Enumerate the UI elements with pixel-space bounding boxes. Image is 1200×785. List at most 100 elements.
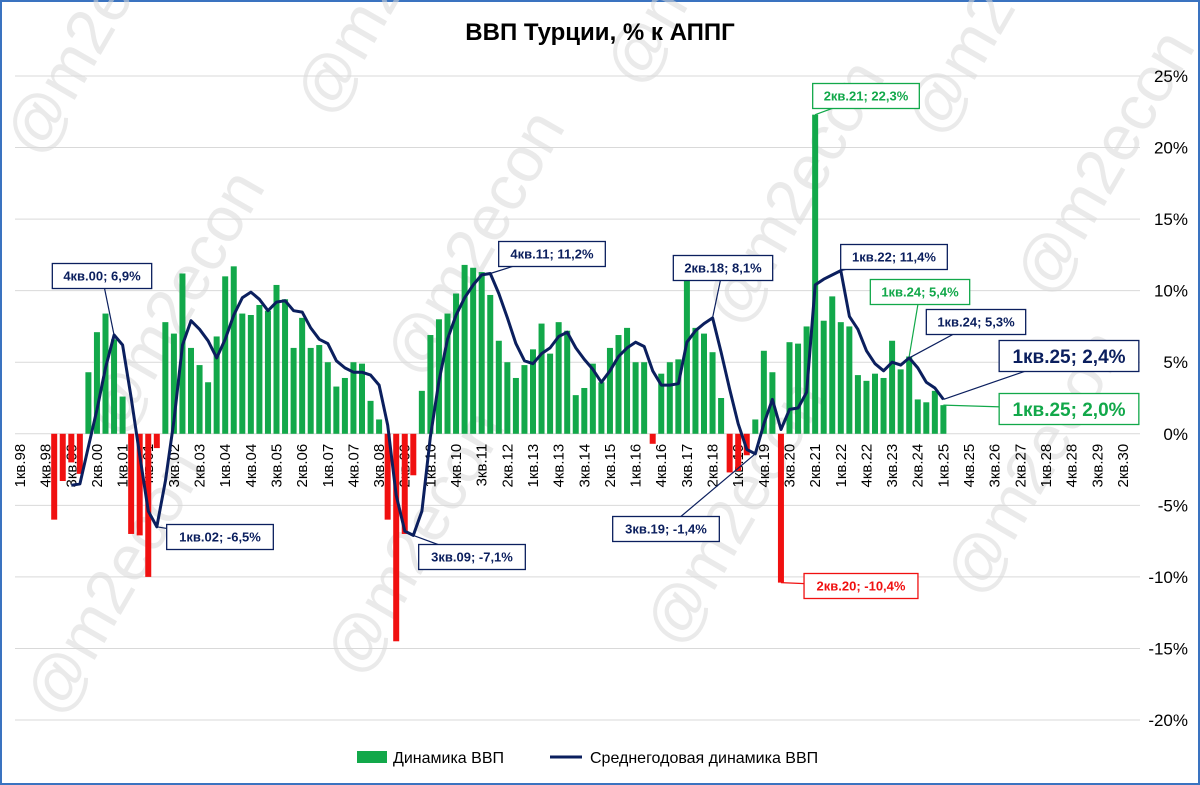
bar xyxy=(93,332,100,434)
bar xyxy=(111,339,118,434)
x-tick-label: 2кв.15 xyxy=(602,444,619,488)
annotation-box xyxy=(612,515,720,543)
bar xyxy=(889,340,896,434)
y-tick-label: 0% xyxy=(1163,425,1188,444)
line xyxy=(71,269,945,537)
annotation-label: 2кв.18; 8,1% xyxy=(684,261,762,276)
bar xyxy=(85,372,92,434)
bar xyxy=(299,317,306,434)
bar xyxy=(393,433,400,642)
bar xyxy=(444,313,451,434)
bar xyxy=(282,299,289,434)
bar xyxy=(666,362,673,434)
bar xyxy=(162,322,169,434)
bar xyxy=(863,380,870,434)
bar xyxy=(196,365,203,434)
y-tick-label: 20% xyxy=(1154,139,1188,158)
x-tick-label: 2кв.00 xyxy=(89,444,106,488)
x-tick-label: 1кв.22 xyxy=(833,444,850,488)
bar xyxy=(153,433,160,449)
bar xyxy=(128,433,135,534)
legend-swatch xyxy=(357,751,387,763)
x-tick-label: 2кв.18 xyxy=(705,444,722,488)
bar xyxy=(316,345,323,434)
bar xyxy=(495,340,502,434)
bar xyxy=(777,433,784,583)
bar xyxy=(478,272,485,434)
bar xyxy=(188,347,194,434)
bar xyxy=(205,382,212,434)
bar xyxy=(401,433,408,534)
annotation-label: 1кв.24; 5,3% xyxy=(937,315,1015,330)
legend-label: Динамика ВВП xyxy=(393,750,504,767)
y-tick-label: -15% xyxy=(1148,639,1188,658)
bar xyxy=(649,433,656,444)
x-tick-label: 1кв.25 xyxy=(935,444,952,488)
y-tick-label: 15% xyxy=(1154,210,1188,229)
bar xyxy=(230,266,237,434)
x-tick-label: 3кв.23 xyxy=(884,444,901,488)
bar xyxy=(410,433,417,476)
annotation-box xyxy=(840,243,948,271)
annotation-label: 1кв.22; 11,4% xyxy=(852,250,936,265)
x-tick-label: 4кв.22 xyxy=(858,444,875,488)
bar xyxy=(359,363,365,434)
bar xyxy=(709,352,716,434)
bar xyxy=(470,267,477,434)
bar xyxy=(880,377,887,434)
bar xyxy=(581,387,588,434)
bar xyxy=(837,322,844,434)
bar xyxy=(307,347,314,434)
bar xyxy=(564,330,571,434)
bar xyxy=(264,310,271,434)
annotation-label: 4кв.11; 11,2% xyxy=(510,247,594,262)
bar xyxy=(76,433,83,474)
bar xyxy=(367,400,374,434)
x-tick-label: 3кв.14 xyxy=(576,444,593,488)
bar xyxy=(136,433,143,536)
x-tick-label: 1кв.16 xyxy=(628,444,645,488)
bar xyxy=(59,433,66,482)
y-tick-label: 25% xyxy=(1154,67,1188,86)
y-tick-label: -10% xyxy=(1148,568,1188,587)
x-tick-label: 3кв.08 xyxy=(371,444,388,488)
chart-title: ВВП Турции, % к АППГ xyxy=(465,19,735,46)
bar xyxy=(812,114,819,434)
x-tick-label: 2кв.03 xyxy=(192,444,209,488)
bar xyxy=(222,276,229,434)
bar xyxy=(572,395,579,434)
bar xyxy=(820,320,827,434)
bar xyxy=(239,313,246,434)
annotation-box xyxy=(166,523,274,551)
bar xyxy=(213,336,220,434)
bar xyxy=(632,362,639,434)
x-tick-label: 4кв.04 xyxy=(243,444,260,488)
bar xyxy=(487,294,494,434)
bar xyxy=(701,333,707,434)
annotation-box xyxy=(498,240,606,268)
x-tick-label: 2кв.06 xyxy=(294,444,311,488)
x-tick-label: 4кв.13 xyxy=(551,444,568,488)
bar xyxy=(427,335,434,434)
x-tick-label: 1кв.28 xyxy=(1038,444,1055,488)
bar xyxy=(906,356,913,434)
x-tick-label: 4кв.07 xyxy=(345,444,362,488)
x-tick-label: 4кв.19 xyxy=(756,444,773,488)
x-tick-label: 3кв.20 xyxy=(782,444,799,488)
y-tick-label: -5% xyxy=(1158,496,1188,515)
x-tick-label: 3кв.17 xyxy=(679,444,696,488)
bar xyxy=(923,402,930,434)
x-tick-label: 4кв.10 xyxy=(448,444,465,488)
annotation-label: 3кв.19; -1,4% xyxy=(625,522,707,537)
annotation-label: 2кв.20; -10,4% xyxy=(817,579,906,594)
x-tick-label: 4кв.16 xyxy=(653,444,670,488)
bar xyxy=(641,362,648,434)
legend-label: Среднегодовая динамика ВВП xyxy=(590,750,818,767)
annotation-label: 1кв.25; 2,4% xyxy=(1012,347,1125,368)
bar xyxy=(170,333,177,434)
bar xyxy=(606,347,613,434)
x-tick-label: 4кв.25 xyxy=(961,444,978,488)
x-tick-label: 3кв.99 xyxy=(63,444,80,488)
